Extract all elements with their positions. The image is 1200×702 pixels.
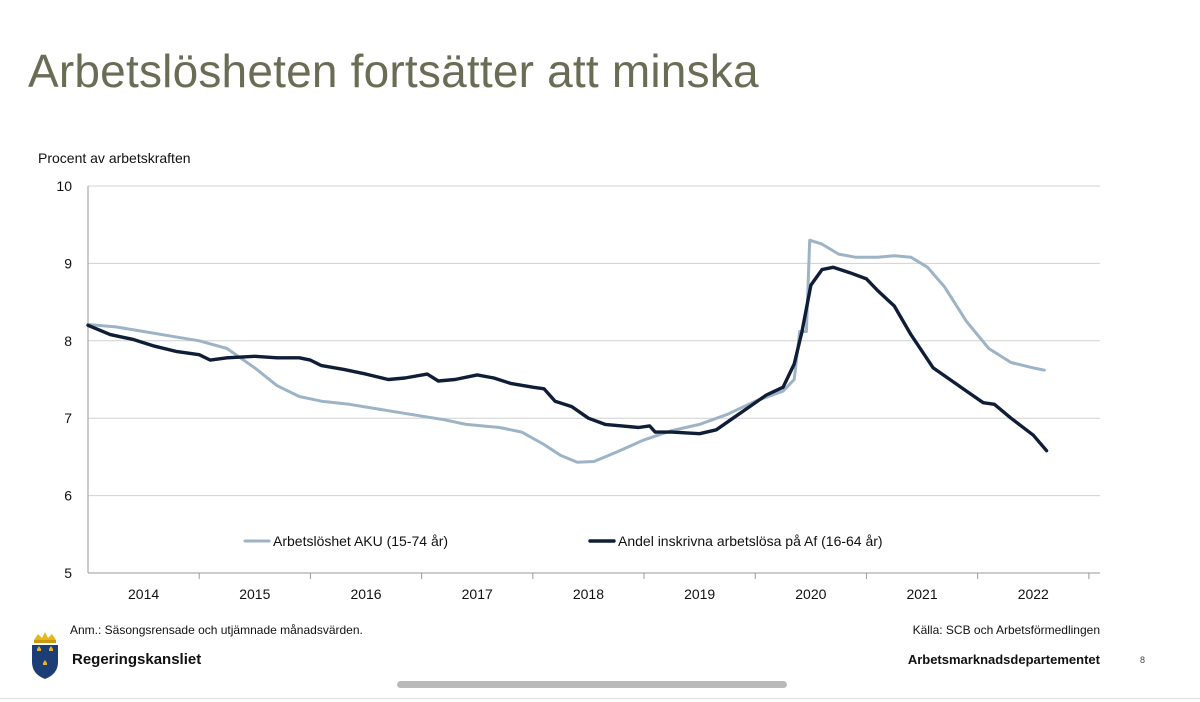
x-tick-label: 2019: [684, 586, 715, 602]
y-tick-label: 7: [64, 410, 72, 426]
crown-crest-icon: [32, 632, 58, 679]
x-tick-label: 2020: [795, 586, 826, 602]
y-tick-label: 6: [64, 488, 72, 504]
x-tick-label: 2016: [350, 586, 381, 602]
bottom-divider: [0, 698, 1200, 699]
x-tick-label: 2022: [1018, 586, 1049, 602]
chart-source: Källa: SCB och Arbetsförmedlingen: [912, 623, 1100, 637]
x-tick-label: 2014: [128, 586, 159, 602]
y-axis-label: Procent av arbetskraften: [38, 150, 191, 166]
legend: Arbetslöshet AKU (15-74 år) Andel inskriv…: [243, 533, 883, 549]
x-tick-label: 2018: [573, 586, 604, 602]
x-tick-label: 2017: [462, 586, 493, 602]
axes: [87, 186, 1100, 579]
legend-label-aku: Arbetslöshet AKU (15-74 år): [273, 533, 448, 549]
x-tick-label: 2015: [239, 586, 270, 602]
logo-text: Regeringskansliet: [72, 651, 202, 668]
home-indicator[interactable]: [397, 681, 787, 688]
legend-label-af: Andel inskrivna arbetslösa på Af (16-64 …: [618, 533, 883, 549]
series-line-af: [86, 265, 1049, 453]
y-tick-label: 9: [64, 255, 72, 271]
slide-title: Arbetslösheten fortsätter att minska: [28, 45, 759, 97]
tick-labels: 5 6 7 8 9 10 2014 2015 2016 2017 2018 2019 2020 2021 2…: [56, 178, 1049, 602]
page-number: 8: [1140, 655, 1146, 665]
series-line-aku: [86, 238, 1046, 464]
department-name: Arbetsmarknadsdepartementet: [907, 652, 1100, 667]
x-tick-label: 2021: [906, 586, 937, 602]
series-lines: [86, 238, 1049, 464]
y-tick-label: 5: [64, 565, 72, 581]
chart-note: Anm.: Säsongsrensade och utjämnade månad…: [70, 623, 363, 637]
gridlines: [88, 185, 1100, 497]
y-tick-label: 10: [56, 178, 72, 194]
y-tick-label: 8: [64, 333, 72, 349]
